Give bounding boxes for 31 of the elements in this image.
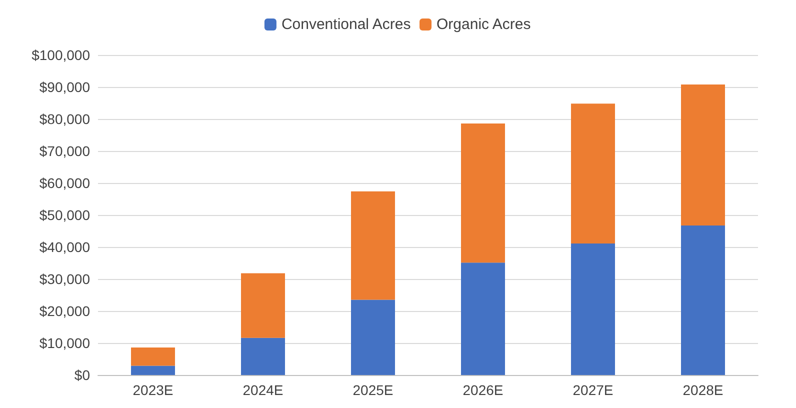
y-tick-label: $30,000 <box>39 271 90 287</box>
bar <box>461 123 505 263</box>
bar <box>131 347 175 366</box>
y-tick-label: $70,000 <box>39 143 90 159</box>
legend-label: Conventional Acres <box>281 16 411 33</box>
bar <box>681 84 725 226</box>
x-tick-label: 2027E <box>572 382 614 398</box>
bar <box>571 243 615 375</box>
bar <box>241 338 285 375</box>
y-tick-label: $100,000 <box>32 47 90 63</box>
y-tick-label: $40,000 <box>39 239 90 255</box>
y-tick-label: $20,000 <box>39 303 90 319</box>
y-tick-label: $80,000 <box>39 111 90 127</box>
bar <box>241 273 285 338</box>
y-tick-label: $50,000 <box>39 207 90 223</box>
y-tick-label: $60,000 <box>39 175 90 191</box>
x-tick-label: 2026E <box>462 382 504 398</box>
bar <box>131 366 175 375</box>
bar <box>571 104 615 244</box>
bar <box>351 300 395 375</box>
bar <box>351 191 395 300</box>
y-tick-label: $10,000 <box>39 335 90 351</box>
legend-label: Organic Acres <box>436 16 531 33</box>
x-tick-label: 2024E <box>242 382 284 398</box>
bar <box>461 262 505 375</box>
x-tick-label: 2023E <box>132 382 174 398</box>
bar <box>681 226 725 375</box>
x-tick-label: 2028E <box>682 382 724 398</box>
y-tick-label: $90,000 <box>39 79 90 95</box>
y-tick-label: $0 <box>74 367 90 383</box>
x-tick-label: 2025E <box>352 382 394 398</box>
